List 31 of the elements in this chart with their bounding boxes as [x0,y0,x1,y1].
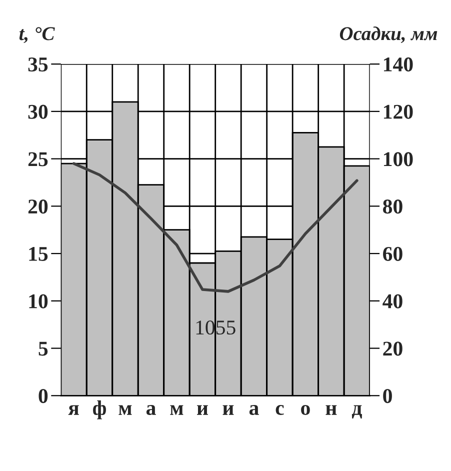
x-tick-label: м [118,405,132,415]
x-tick-label: м [170,405,184,415]
x-tick-label: д [352,405,362,418]
x-tick-label: а [146,405,156,416]
y2-tick-label: 20 [383,342,402,356]
y2-tick-label: 140 [384,57,413,72]
y2-tick-label: 0 [383,389,392,404]
y-tick-label: 15 [29,247,48,261]
y-tick-label: 20 [28,200,48,214]
line-series [72,162,358,293]
x-tick-label: и [222,405,234,415]
x-tick-label: и [197,405,208,415]
y2-tick-label: 120 [384,104,413,119]
x-tick-label: а [249,405,259,416]
x-tick-label: я [68,405,79,415]
x-tick-label: о [301,405,310,416]
x-tick-label: н [326,405,337,415]
y-tick-label: 35 [28,57,48,72]
y-tick-label: 10 [29,294,48,308]
y-tick-label: 25 [28,152,48,166]
y2-tick-label: 40 [382,294,402,308]
x-tick-label: ф [93,400,106,420]
y2-axis-title: Осадки, мм [340,26,438,44]
y-tick-label: 30 [28,104,48,119]
y-tick-label: 0 [38,389,48,404]
y-tick-label: 5 [38,342,48,356]
y2-tick-label: 60 [383,246,402,261]
y-axis-title: t, °C [19,27,55,44]
y2-tick-label: 80 [383,200,402,214]
x-tick-label: с [276,405,284,416]
y2-tick-label: 100 [384,152,413,166]
